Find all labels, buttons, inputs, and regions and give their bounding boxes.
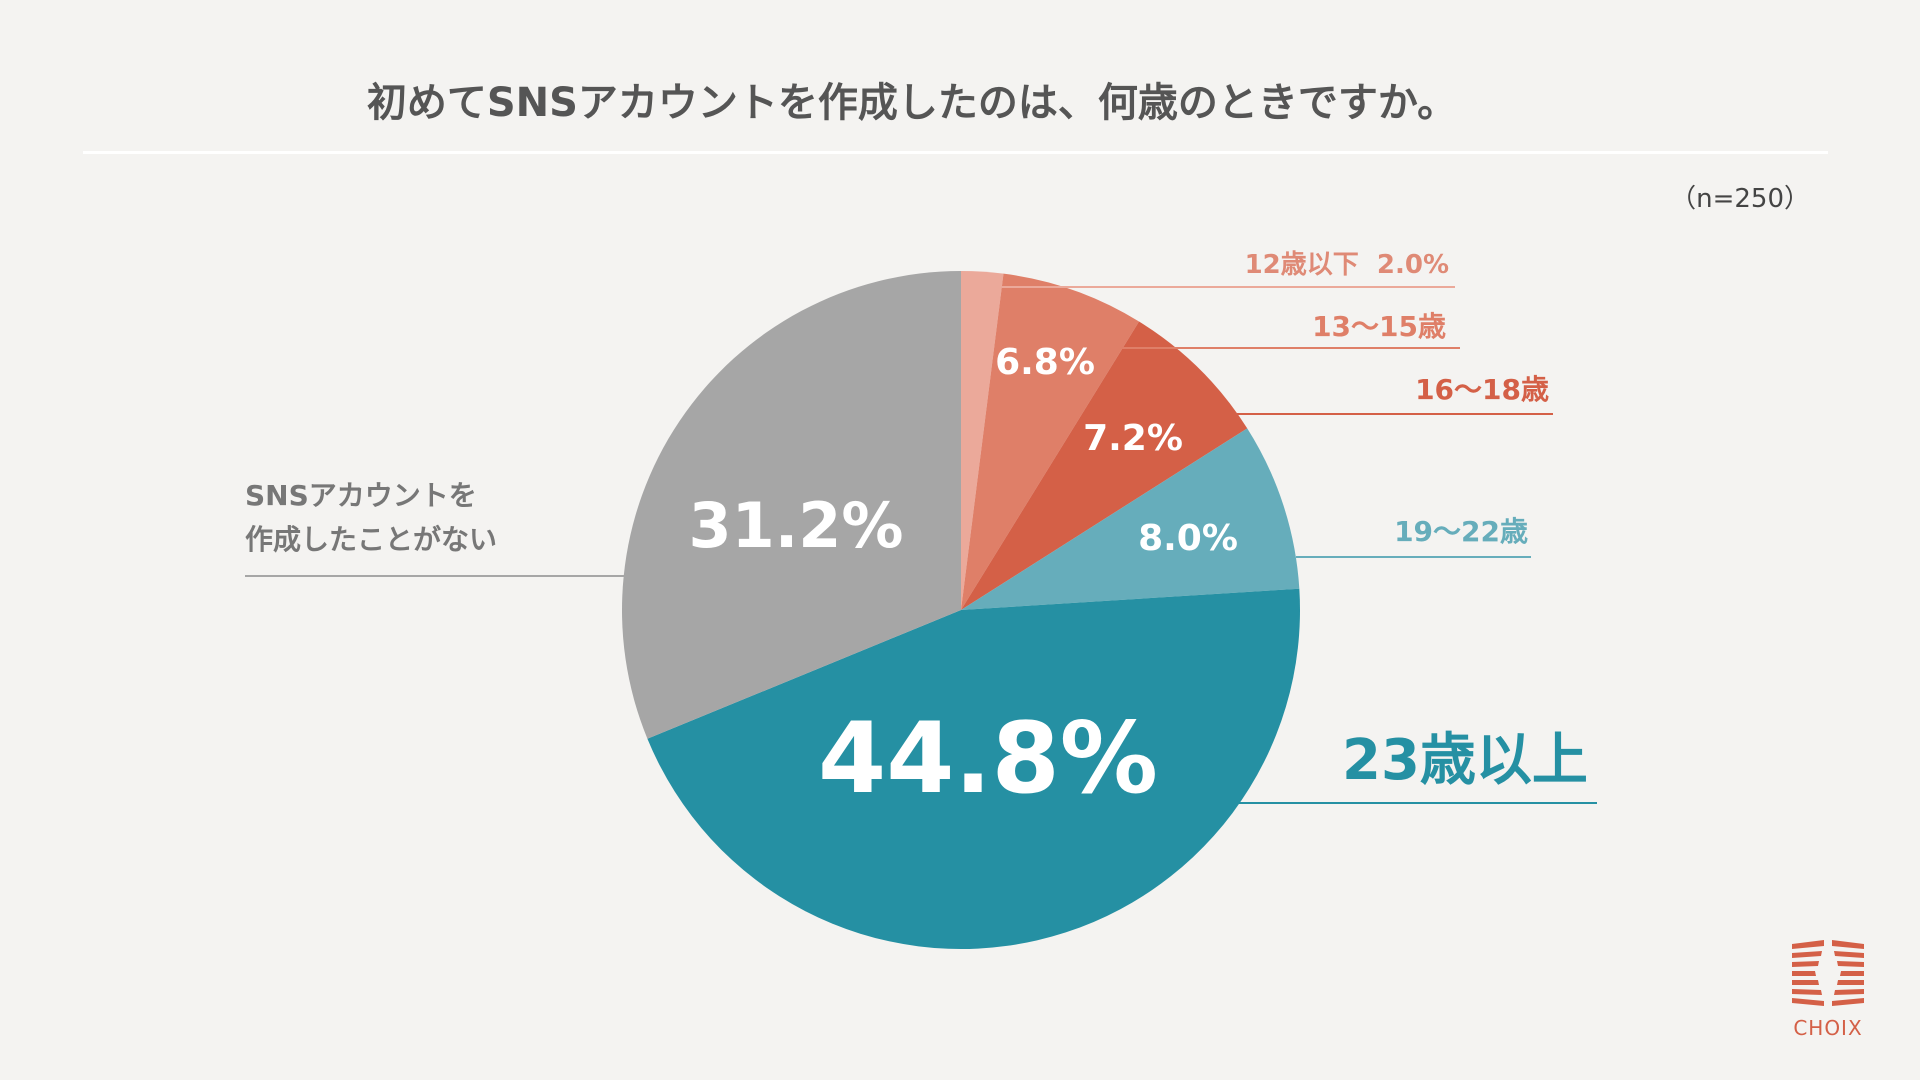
label-line-1: SNSアカウントを [245,479,477,512]
slice-value-label: 31.2% [688,489,903,562]
label-19-22: 19〜22歳 [1394,515,1528,548]
title-divider [83,151,1828,154]
sample-size: （n=250） [1670,184,1810,214]
slice-value-label: 7.2% [1083,418,1183,459]
leader-line-16-18 [1237,413,1553,415]
label-text: 12歳以下 [1244,250,1359,280]
pie-slice [622,271,961,739]
leader-line-23-over [1237,802,1597,804]
leader-line-13-15 [1120,347,1460,349]
slice-value-label: 6.8% [995,342,1095,383]
label-16-18: 16〜18歳 [1415,373,1549,406]
label-never-created: SNSアカウントを 作成したことがない [245,474,497,562]
brand-name: CHOIX [1793,1016,1863,1040]
label-12-under: 12歳以下 2.0% [1245,244,1449,281]
pie-slice [961,321,1248,610]
pie-slice [961,428,1300,610]
label-13-15: 13〜15歳 [1312,310,1446,343]
choix-logo-icon [1792,940,1864,1006]
pie-slice [647,588,1300,949]
label-23-over: 23歳以上 [1342,728,1588,793]
slice-value-label: 8.0% [1138,518,1238,559]
leader-line-12-under [1002,286,1455,288]
slice-value-label: 44.8% [818,702,1158,816]
leader-line-never-created [245,575,624,577]
pie-slice [961,273,1140,610]
pie-slice [961,271,1004,610]
chart-title: 初めてSNSアカウントを作成したのは、何歳のときですか。 [366,80,1458,126]
label-value: 2.0% [1376,250,1449,280]
label-line-2: 作成したことがない [245,523,498,556]
leader-line-19-22 [1296,556,1531,558]
